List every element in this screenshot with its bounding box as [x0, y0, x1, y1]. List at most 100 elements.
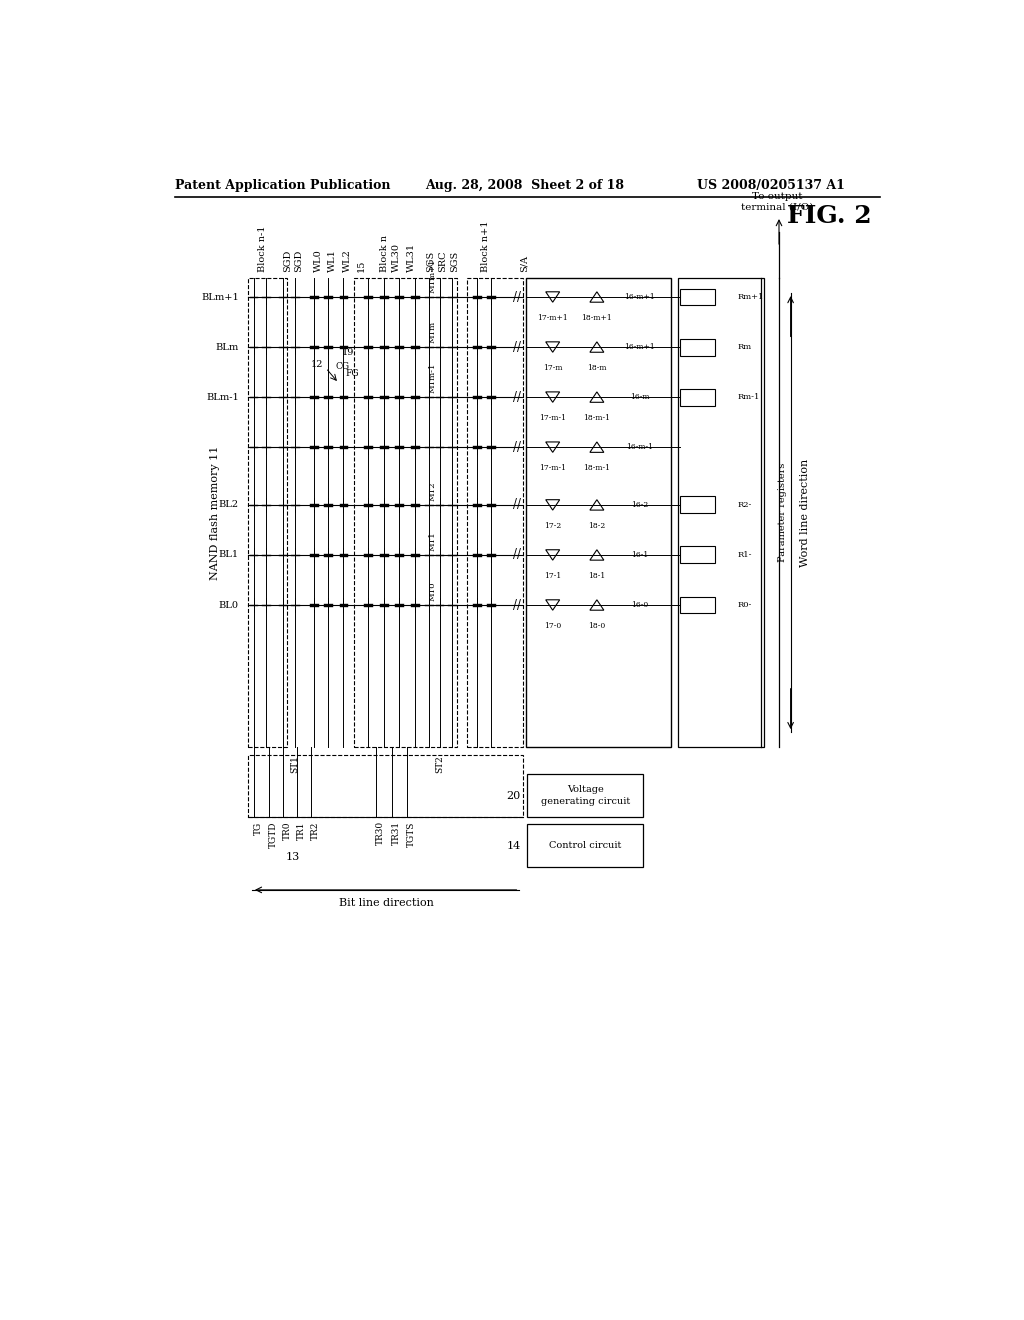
Text: MT0: MT0: [429, 582, 436, 601]
Text: SGS: SGS: [450, 251, 459, 272]
Bar: [248, 277, 287, 747]
Text: Bit line direction: Bit line direction: [339, 898, 433, 908]
Text: WL1: WL1: [328, 248, 337, 272]
Text: 17-1: 17-1: [544, 572, 561, 579]
Text: 17-m+1: 17-m+1: [538, 314, 568, 322]
Bar: [680, 339, 715, 355]
Text: R0-: R0-: [737, 601, 752, 609]
Text: //: //: [513, 548, 521, 561]
Text: 16-1: 16-1: [631, 550, 648, 558]
Text: US 2008/0205137 A1: US 2008/0205137 A1: [697, 178, 845, 191]
Text: //: //: [513, 290, 521, 304]
Text: WL0: WL0: [314, 249, 323, 272]
Text: 15: 15: [356, 259, 366, 272]
Text: TR31: TR31: [391, 821, 400, 846]
Text: TGTS: TGTS: [407, 821, 416, 846]
Text: BLm+1: BLm+1: [201, 293, 239, 301]
Text: S/A: S/A: [519, 255, 528, 272]
Text: 18-0: 18-0: [588, 622, 605, 630]
Bar: [680, 496, 715, 513]
Text: ST1: ST1: [290, 755, 299, 774]
Text: 19: 19: [342, 348, 354, 356]
Text: TGTD: TGTD: [269, 821, 279, 847]
Text: BLm: BLm: [216, 343, 239, 351]
Text: NAND flash memory 11: NAND flash memory 11: [210, 445, 220, 579]
Text: Rm: Rm: [737, 343, 752, 351]
Text: WL2: WL2: [343, 248, 352, 272]
Text: WL30: WL30: [391, 243, 400, 272]
Text: Block n+1: Block n+1: [480, 220, 489, 272]
Text: 16-0: 16-0: [631, 601, 648, 609]
Text: TR30: TR30: [376, 821, 385, 846]
Text: TR2: TR2: [311, 821, 319, 840]
Text: Rm+1: Rm+1: [737, 293, 764, 301]
Text: //: //: [513, 391, 521, 404]
Text: 17-0: 17-0: [544, 622, 561, 630]
Text: BL0: BL0: [219, 601, 239, 610]
Text: BLm-1: BLm-1: [206, 392, 239, 401]
Text: TG: TG: [254, 821, 262, 834]
Text: generating circuit: generating circuit: [541, 797, 630, 807]
Text: 16-m: 16-m: [630, 393, 649, 401]
Text: SGS: SGS: [426, 251, 435, 272]
Text: //: //: [513, 341, 521, 354]
Text: FG: FG: [345, 370, 358, 379]
Text: MT2: MT2: [429, 482, 436, 502]
Bar: [248, 755, 523, 817]
Text: 16-m-1: 16-m-1: [626, 444, 653, 451]
Text: 18-2: 18-2: [588, 521, 605, 529]
Text: 17-m-1: 17-m-1: [540, 414, 566, 422]
Bar: [467, 277, 523, 747]
Text: 16-m+1: 16-m+1: [624, 343, 655, 351]
Text: 16-m+1: 16-m+1: [624, 293, 655, 301]
Text: MTm-1: MTm-1: [429, 363, 436, 393]
Bar: [680, 546, 715, 564]
Text: 20: 20: [507, 791, 521, 800]
Text: BL2: BL2: [219, 500, 239, 510]
Text: 17-2: 17-2: [544, 521, 561, 529]
Text: BL1: BL1: [219, 550, 239, 560]
Text: //: //: [513, 499, 521, 511]
Text: 18-m+1: 18-m+1: [582, 314, 612, 322]
Text: ST2: ST2: [435, 755, 444, 774]
Text: 16-2: 16-2: [631, 500, 648, 510]
Text: 17-m: 17-m: [543, 364, 562, 372]
Text: To output: To output: [753, 193, 803, 202]
Bar: [680, 597, 715, 614]
Text: R2-: R2-: [737, 500, 752, 510]
Text: 13: 13: [286, 851, 300, 862]
Text: 18-1: 18-1: [588, 572, 605, 579]
Text: 14: 14: [507, 841, 521, 850]
Text: CG: CG: [336, 362, 350, 371]
Bar: [678, 277, 764, 747]
Text: MTm+1: MTm+1: [429, 259, 436, 293]
Text: 18-m-1: 18-m-1: [584, 414, 610, 422]
Bar: [680, 289, 715, 305]
Text: Block n-1: Block n-1: [258, 226, 267, 272]
Text: Rm-1: Rm-1: [737, 393, 760, 401]
Text: Word line direction: Word line direction: [800, 458, 810, 566]
Bar: [527, 775, 643, 817]
Text: WL31: WL31: [407, 243, 416, 272]
Text: SGD: SGD: [283, 249, 292, 272]
Text: FIG. 2: FIG. 2: [787, 205, 871, 228]
Text: terminal (I/O): terminal (I/O): [741, 202, 814, 211]
Text: Aug. 28, 2008  Sheet 2 of 18: Aug. 28, 2008 Sheet 2 of 18: [425, 178, 625, 191]
Bar: [354, 277, 457, 747]
Text: Block n: Block n: [380, 235, 389, 272]
Text: MT1: MT1: [429, 532, 436, 552]
Text: //: //: [513, 598, 521, 611]
Bar: [680, 388, 715, 405]
Bar: [525, 277, 671, 747]
Text: Patent Application Publication: Patent Application Publication: [175, 178, 391, 191]
Text: //: //: [513, 441, 521, 454]
Text: Voltage: Voltage: [567, 784, 603, 793]
Text: R1-: R1-: [737, 550, 752, 558]
Text: SGD: SGD: [295, 249, 304, 272]
Text: TR0: TR0: [283, 821, 292, 840]
Text: 18-m-1: 18-m-1: [584, 465, 610, 473]
Text: MTm: MTm: [429, 321, 436, 343]
Text: Parameter registers: Parameter registers: [778, 463, 787, 562]
Text: 12: 12: [311, 360, 324, 370]
Text: 17-m-1: 17-m-1: [540, 465, 566, 473]
